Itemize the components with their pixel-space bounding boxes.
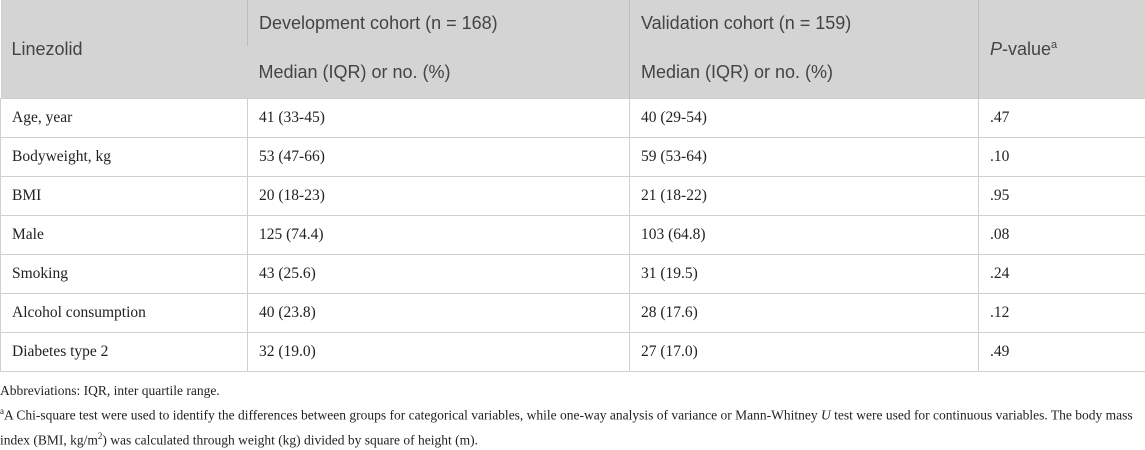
subheader-development: Median (IQR) or no. (%) xyxy=(248,46,630,99)
header-linezolid: Linezolid xyxy=(1,0,248,99)
table-row: Age, year 41 (33-45) 40 (29-54) .47 xyxy=(1,99,1145,138)
table-row: Alcohol consumption 40 (23.8) 28 (17.6) … xyxy=(1,294,1145,333)
validation-value: 40 (29-54) xyxy=(630,99,979,138)
table-row: Diabetes type 2 32 (19.0) 27 (17.0) .49 xyxy=(1,333,1145,372)
statistical-note-part3: ) was calculated through weight (kg) div… xyxy=(102,432,478,447)
validation-value: 103 (64.8) xyxy=(630,216,979,255)
subheader-validation: Median (IQR) or no. (%) xyxy=(630,46,979,99)
header-development-cohort: Development cohort (n = 168) xyxy=(248,0,630,46)
development-value: 41 (33-45) xyxy=(248,99,630,138)
row-label: Male xyxy=(1,216,248,255)
table-row: Bodyweight, kg 53 (47-66) 59 (53-64) .10 xyxy=(1,138,1145,177)
row-label: Bodyweight, kg xyxy=(1,138,248,177)
row-label: Age, year xyxy=(1,99,248,138)
p-value: .08 xyxy=(979,216,1145,255)
p-value: .95 xyxy=(979,177,1145,216)
statistical-note: aA Chi-square test were used to identify… xyxy=(0,401,1140,450)
p-value: .47 xyxy=(979,99,1145,138)
row-label: Diabetes type 2 xyxy=(1,333,248,372)
header-row: Linezolid Development cohort (n = 168) V… xyxy=(1,0,1145,46)
header-p-rest: -value xyxy=(1002,39,1051,59)
row-label: Smoking xyxy=(1,255,248,294)
header-validation-cohort: Validation cohort (n = 159) xyxy=(630,0,979,46)
table-header: Linezolid Development cohort (n = 168) V… xyxy=(1,0,1145,99)
development-value: 53 (47-66) xyxy=(248,138,630,177)
table-row: Male 125 (74.4) 103 (64.8) .08 xyxy=(1,216,1145,255)
development-value: 43 (25.6) xyxy=(248,255,630,294)
validation-value: 27 (17.0) xyxy=(630,333,979,372)
table-body: Age, year 41 (33-45) 40 (29-54) .47 Body… xyxy=(1,99,1145,372)
development-value: 32 (19.0) xyxy=(248,333,630,372)
development-value: 20 (18-23) xyxy=(248,177,630,216)
header-p-footnote-marker: a xyxy=(1051,39,1057,51)
header-p-italic: P xyxy=(990,39,1002,59)
abbreviations-note: Abbreviations: IQR, inter quartile range… xyxy=(0,381,1140,401)
statistical-note-part1: A Chi-square test were used to identify … xyxy=(4,408,821,423)
characteristics-table: Linezolid Development cohort (n = 168) V… xyxy=(0,0,1145,372)
table-footnotes: Abbreviations: IQR, inter quartile range… xyxy=(0,381,1140,450)
validation-value: 21 (18-22) xyxy=(630,177,979,216)
p-value: .24 xyxy=(979,255,1145,294)
row-label: BMI xyxy=(1,177,248,216)
statistical-note-u: U xyxy=(821,408,831,423)
table-row: Smoking 43 (25.6) 31 (19.5) .24 xyxy=(1,255,1145,294)
p-value: .12 xyxy=(979,294,1145,333)
validation-value: 31 (19.5) xyxy=(630,255,979,294)
development-value: 40 (23.8) xyxy=(248,294,630,333)
validation-value: 59 (53-64) xyxy=(630,138,979,177)
row-label: Alcohol consumption xyxy=(1,294,248,333)
p-value: .10 xyxy=(979,138,1145,177)
header-p-value: P-valuea xyxy=(979,0,1145,99)
p-value: .49 xyxy=(979,333,1145,372)
table-row: BMI 20 (18-23) 21 (18-22) .95 xyxy=(1,177,1145,216)
validation-value: 28 (17.6) xyxy=(630,294,979,333)
development-value: 125 (74.4) xyxy=(248,216,630,255)
